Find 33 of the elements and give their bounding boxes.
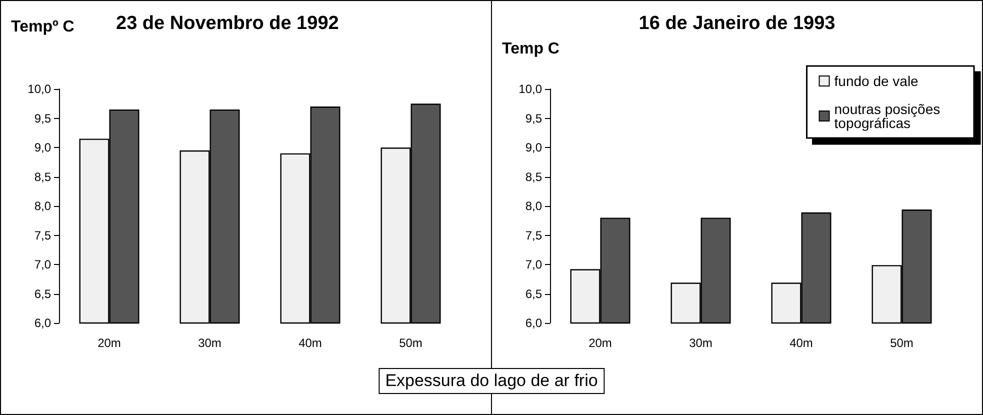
- y-tick-label: 7,5: [525, 228, 542, 242]
- y-tick-label: 6,5: [34, 286, 52, 301]
- y-tick-label: 8,0: [525, 199, 542, 213]
- y-tick-label: 8,0: [34, 199, 52, 213]
- x-tick-label: 20m: [588, 336, 612, 350]
- y-tick-label: 9,0: [34, 140, 52, 154]
- y-axis-title: Tempº C: [11, 18, 75, 36]
- x-tick-label: 50m: [890, 336, 914, 350]
- y-tick-label: 7,0: [34, 258, 52, 272]
- y-tick-label: 6,0: [34, 316, 52, 330]
- y-tick-label: 9,5: [34, 111, 52, 126]
- y-tick-label: 10,0: [518, 82, 542, 96]
- x-tick-label: 40m: [790, 336, 813, 350]
- x-tick-label: 40m: [298, 336, 322, 350]
- x-axis-title: Expessura do lago de ar frio: [378, 368, 605, 394]
- y-tick-label: 7,0: [525, 258, 542, 272]
- chart-title: 23 de Novembro de 1992: [116, 13, 339, 34]
- x-tick-label: 30m: [689, 336, 712, 350]
- y-tick-label: 9,5: [525, 111, 542, 126]
- legend-label: fundo de vale: [834, 73, 919, 89]
- y-tick-label: 6,5: [525, 286, 542, 301]
- x-tick-label: 30m: [198, 336, 222, 350]
- legend-label: noutras posições topográficas: [834, 101, 944, 131]
- x-tick-label: 50m: [399, 336, 422, 350]
- x-tick-label: 20m: [98, 336, 121, 350]
- y-tick-label: 7,5: [34, 228, 52, 242]
- y-tick-label: 10,0: [28, 82, 52, 96]
- y-tick-label: 8,5: [34, 170, 52, 184]
- chart-title: 16 de Janeiro de 1993: [638, 13, 836, 34]
- y-tick-label: 8,5: [525, 170, 542, 184]
- y-tick-label: 6,0: [525, 316, 542, 330]
- y-axis-title: Temp C: [502, 40, 560, 58]
- y-tick-label: 9,0: [525, 140, 542, 154]
